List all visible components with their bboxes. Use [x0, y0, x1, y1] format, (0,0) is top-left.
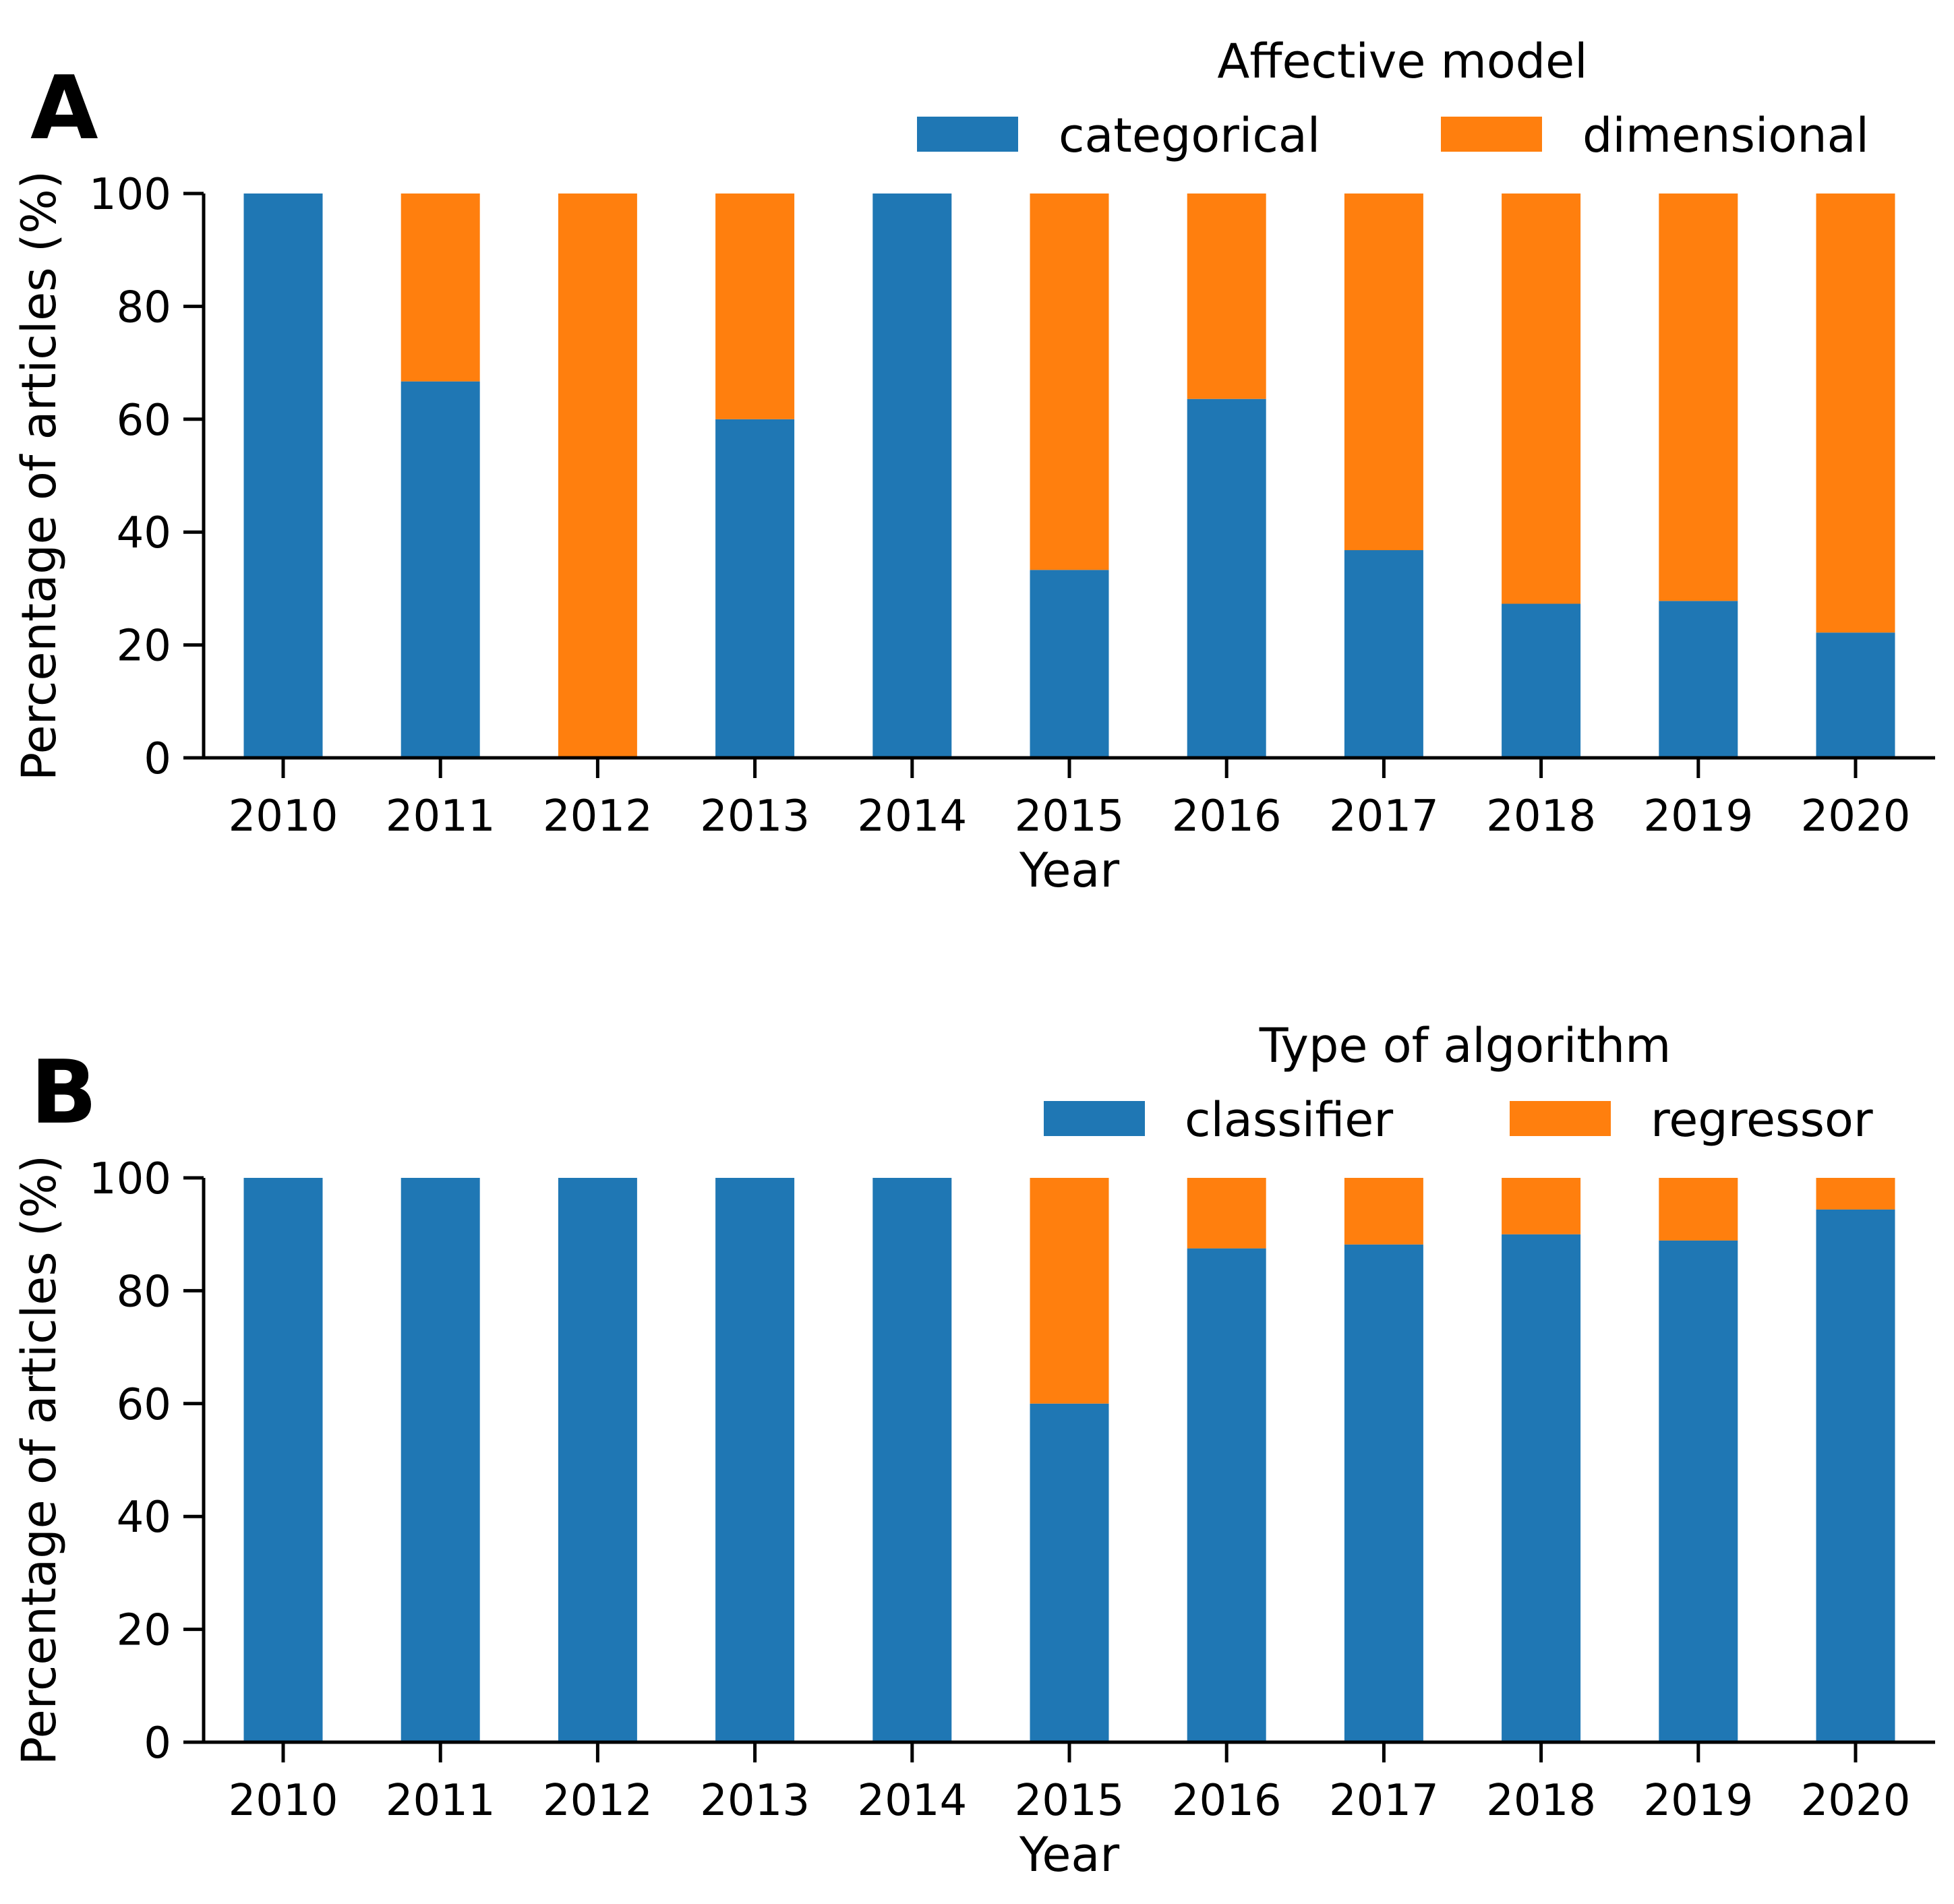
panel-b-bar-classifier-2016 — [1187, 1248, 1266, 1742]
panel-b-x-axis-label: Year — [1019, 1827, 1119, 1882]
panel-a-x-tick-label-2013: 2013 — [700, 792, 810, 841]
panel-b-bar-classifier-2011 — [401, 1178, 480, 1742]
panel-b-bar-classifier-2020 — [1816, 1209, 1895, 1742]
panel-a-legend-label-dimensional: dimensional — [1582, 108, 1869, 163]
panel-a-x-tick-label-2014: 2014 — [857, 792, 967, 841]
panel-a-y-tick-label-20: 20 — [117, 622, 171, 672]
panel-b-x-tick-label-2019: 2019 — [1643, 1776, 1753, 1826]
panel-b-x-tick-label-2020: 2020 — [1801, 1776, 1911, 1826]
panel-a-bar-dimensional-2012 — [558, 194, 637, 758]
panel-b-legend-label-regressor: regressor — [1651, 1092, 1873, 1148]
panel-b-panel-letter: B — [30, 1041, 97, 1143]
panel-a-x-tick-label-2015: 2015 — [1015, 792, 1125, 841]
panel-b-y-tick-label-40: 40 — [117, 1493, 171, 1543]
panel-a-y-tick-label-80: 80 — [117, 282, 171, 332]
panel-a-bar-categorical-2013 — [715, 419, 795, 758]
panel-a-legend: Affective model categorical dimensional — [917, 34, 1869, 163]
panel-a-bar-dimensional-2019 — [1659, 194, 1738, 601]
panel-b-y-tick-label-100: 100 — [89, 1154, 171, 1204]
panel-b-bar-regressor-2016 — [1187, 1178, 1266, 1249]
panel-b-y-tick-label-0: 0 — [144, 1719, 171, 1768]
panel-a-x-axis-label: Year — [1019, 843, 1119, 898]
panel-b-y-tick-label-20: 20 — [117, 1606, 171, 1656]
panel-b-bar-regressor-2015 — [1030, 1178, 1109, 1404]
panel-b-y-axis-label: Percentage of articles (%) — [11, 1155, 67, 1765]
panel-a-bar-dimensional-2020 — [1816, 194, 1895, 633]
panel-b-x-tick-label-2013: 2013 — [700, 1776, 810, 1826]
panel-a-bar-dimensional-2015 — [1030, 194, 1109, 570]
panel-b-y-tick-label-80: 80 — [117, 1267, 171, 1317]
panel-b-bars — [243, 1178, 1895, 1742]
panel-a-bar-categorical-2017 — [1344, 550, 1423, 758]
panel-a-y-tick-label-100: 100 — [89, 170, 171, 220]
panel-b-x-tick-label-2018: 2018 — [1486, 1776, 1596, 1826]
panel-a-x-tick-label-2011: 2011 — [386, 792, 496, 841]
panel-a-bar-dimensional-2013 — [715, 194, 795, 419]
panel-b-bar-classifier-2012 — [558, 1178, 637, 1742]
panel-b-legend-title: Type of algorithm — [1259, 1018, 1671, 1073]
chart-panel-a: 0 20 40 60 80 100 2010 2011 2012 2013 2014 2015 2016… — [11, 34, 1935, 898]
panel-a-bar-dimensional-2016 — [1187, 194, 1266, 399]
panel-b-legend-swatch-classifier — [1044, 1101, 1145, 1136]
panel-a-legend-label-categorical: categorical — [1059, 108, 1320, 163]
panel-b-bar-classifier-2013 — [715, 1178, 795, 1742]
panel-a-x-tick-label-2016: 2016 — [1172, 792, 1282, 841]
panel-b-bar-regressor-2018 — [1502, 1178, 1581, 1234]
panel-b-bar-classifier-2015 — [1030, 1403, 1109, 1742]
chart-panel-b: 0 20 40 60 80 100 2010 2011 2012 2013 2014 2015 2016… — [11, 1018, 1935, 1882]
panel-a-y-tick-label-60: 60 — [117, 396, 171, 446]
panel-a-legend-swatch-categorical — [917, 117, 1018, 152]
panel-a-x-tick-label-2017: 2017 — [1329, 792, 1439, 841]
panel-a-x-tick-label-2012: 2012 — [543, 792, 653, 841]
panel-a-y-tick-label-0: 0 — [144, 734, 171, 784]
panel-b-x-tick-label-2011: 2011 — [386, 1776, 496, 1826]
panel-a-bar-categorical-2020 — [1816, 632, 1895, 758]
panel-b-x-tick-label-2014: 2014 — [857, 1776, 967, 1826]
panel-b-legend-label-classifier: classifier — [1185, 1092, 1393, 1148]
panel-a-y-tick-label-40: 40 — [117, 508, 171, 558]
panel-b-bar-regressor-2019 — [1659, 1178, 1738, 1241]
panel-a-panel-letter: A — [30, 57, 98, 159]
panel-b-bar-classifier-2019 — [1659, 1240, 1738, 1742]
panel-b-x-tick-label-2012: 2012 — [543, 1776, 653, 1826]
panel-b-x-tick-label-2015: 2015 — [1015, 1776, 1125, 1826]
panel-b-x-tick-label-2016: 2016 — [1172, 1776, 1282, 1826]
panel-a-bar-dimensional-2011 — [401, 194, 480, 382]
panel-b-bar-classifier-2010 — [243, 1178, 323, 1742]
panel-a-bar-categorical-2014 — [872, 194, 952, 758]
panel-a-bar-categorical-2019 — [1659, 601, 1738, 758]
panel-a-bar-categorical-2010 — [243, 194, 323, 758]
panel-a-bar-dimensional-2018 — [1502, 194, 1581, 604]
panel-a-bar-categorical-2016 — [1187, 398, 1266, 758]
panel-b-bar-classifier-2017 — [1344, 1244, 1423, 1742]
panel-a-bar-categorical-2011 — [401, 381, 480, 758]
panel-a-bar-categorical-2015 — [1030, 570, 1109, 758]
panel-a-x-tick-label-2010: 2010 — [229, 792, 338, 841]
panel-b-x-tick-label-2017: 2017 — [1329, 1776, 1439, 1826]
panel-a-x-tick-label-2019: 2019 — [1643, 792, 1753, 841]
panel-a-bar-categorical-2018 — [1502, 603, 1581, 758]
panel-b-y-tick-label-60: 60 — [117, 1380, 171, 1430]
panel-b-bar-classifier-2014 — [872, 1178, 952, 1742]
panel-a-bar-dimensional-2017 — [1344, 194, 1423, 550]
panel-a-x-tick-label-2018: 2018 — [1486, 792, 1596, 841]
panel-a-bars — [243, 194, 1895, 758]
panel-a-y-axis-label: Percentage of articles (%) — [11, 171, 67, 781]
panel-b-x-tick-label-2010: 2010 — [229, 1776, 338, 1826]
panel-a-legend-swatch-dimensional — [1441, 117, 1542, 152]
panel-b-bar-regressor-2017 — [1344, 1178, 1423, 1245]
panel-b-legend-swatch-regressor — [1510, 1101, 1611, 1136]
panel-b-bar-classifier-2018 — [1502, 1234, 1581, 1742]
panel-a-x-tick-label-2020: 2020 — [1801, 792, 1911, 841]
panel-b-legend: Type of algorithm classifier regressor — [1044, 1018, 1873, 1148]
panel-b-bar-regressor-2020 — [1816, 1178, 1895, 1210]
panel-a-legend-title: Affective model — [1217, 34, 1587, 89]
